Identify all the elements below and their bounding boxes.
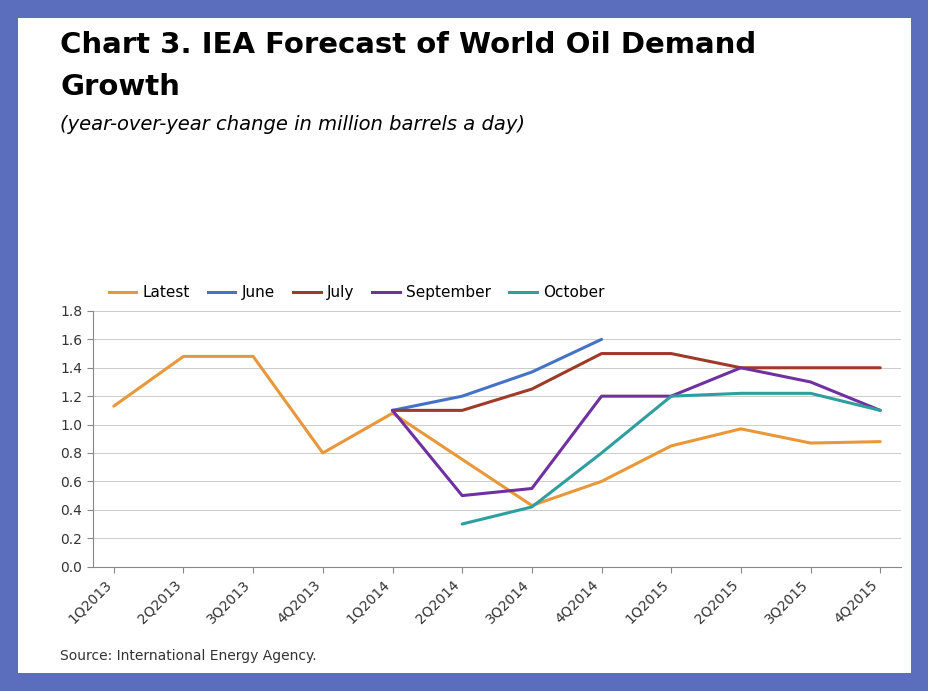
Text: Growth: Growth: [60, 73, 180, 101]
Text: Source: International Energy Agency.: Source: International Energy Agency.: [60, 650, 316, 663]
Legend: Latest, June, July, September, October: Latest, June, July, September, October: [109, 285, 604, 301]
Text: Chart 3. IEA Forecast of World Oil Demand: Chart 3. IEA Forecast of World Oil Deman…: [60, 31, 755, 59]
Text: (year-over-year change in million barrels a day): (year-over-year change in million barrel…: [60, 115, 525, 134]
